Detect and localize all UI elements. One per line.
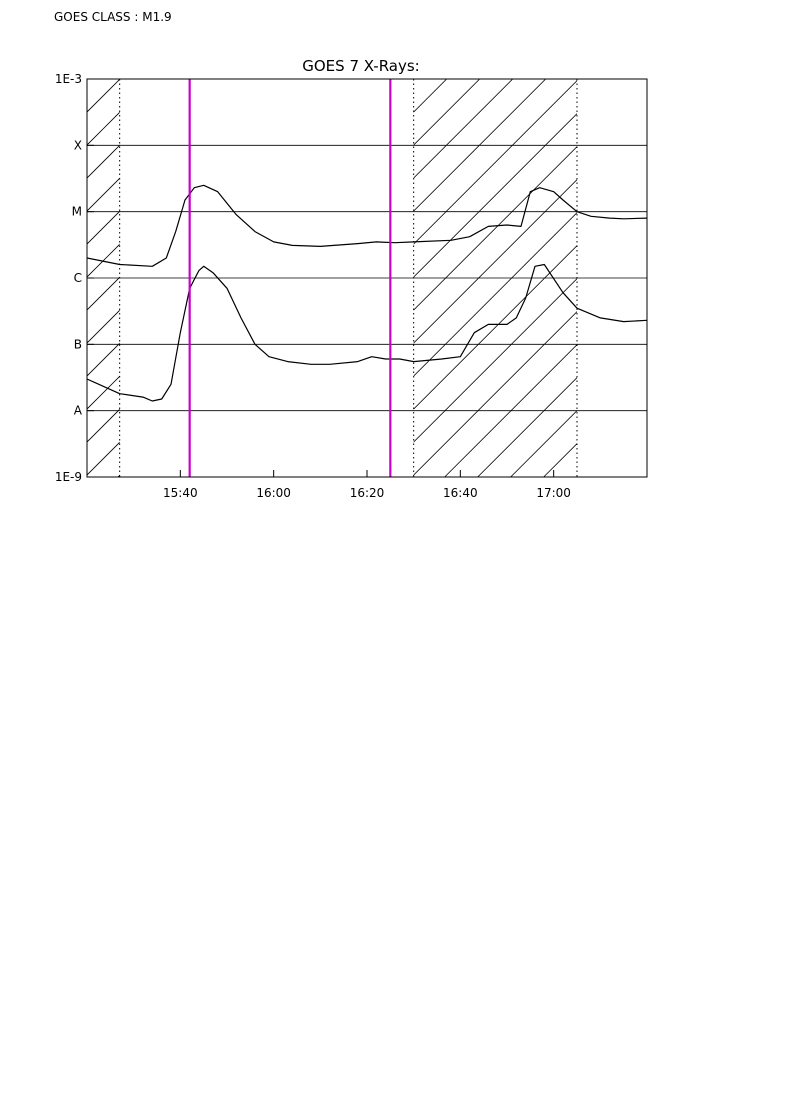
x-tick-label: 16:40 [443, 486, 478, 500]
goes-class-line: GOES CLASS : M1.9 [54, 10, 172, 24]
flux-curves [87, 184, 647, 402]
goes-class-value: M1.9 [142, 10, 172, 24]
x-tick-label: 15:40 [163, 486, 198, 500]
y-tick-label-1E-9: 1E-9 [55, 470, 82, 484]
y-tick-label-B: B [74, 337, 82, 351]
event-markers [188, 79, 392, 477]
x-tick-label: 16:00 [256, 486, 291, 500]
dotted-boundary-lines [119, 79, 578, 477]
goes-class-label: GOES CLASS : [54, 10, 139, 24]
flux-series-1 [87, 184, 647, 267]
x-tick-label: 17:00 [536, 486, 571, 500]
y-tick-label-1E-3: 1E-3 [55, 72, 82, 86]
y-tick-label-X: X [74, 138, 82, 152]
x-axis: 15:40 16:00 16:20 16:40 17:00 [163, 470, 571, 500]
y-tick-label-A: A [74, 404, 83, 418]
flux-series-2 [87, 263, 647, 402]
chart-title: GOES 7 X-Rays: [302, 57, 419, 75]
y-axis: 1E-3 X M C B A 1E-9 [55, 72, 94, 484]
y-tick-label-C: C [74, 271, 82, 285]
y-tick-label-M: M [72, 205, 82, 219]
x-tick-label: 16:20 [350, 486, 385, 500]
class-gridlines [87, 144, 647, 412]
